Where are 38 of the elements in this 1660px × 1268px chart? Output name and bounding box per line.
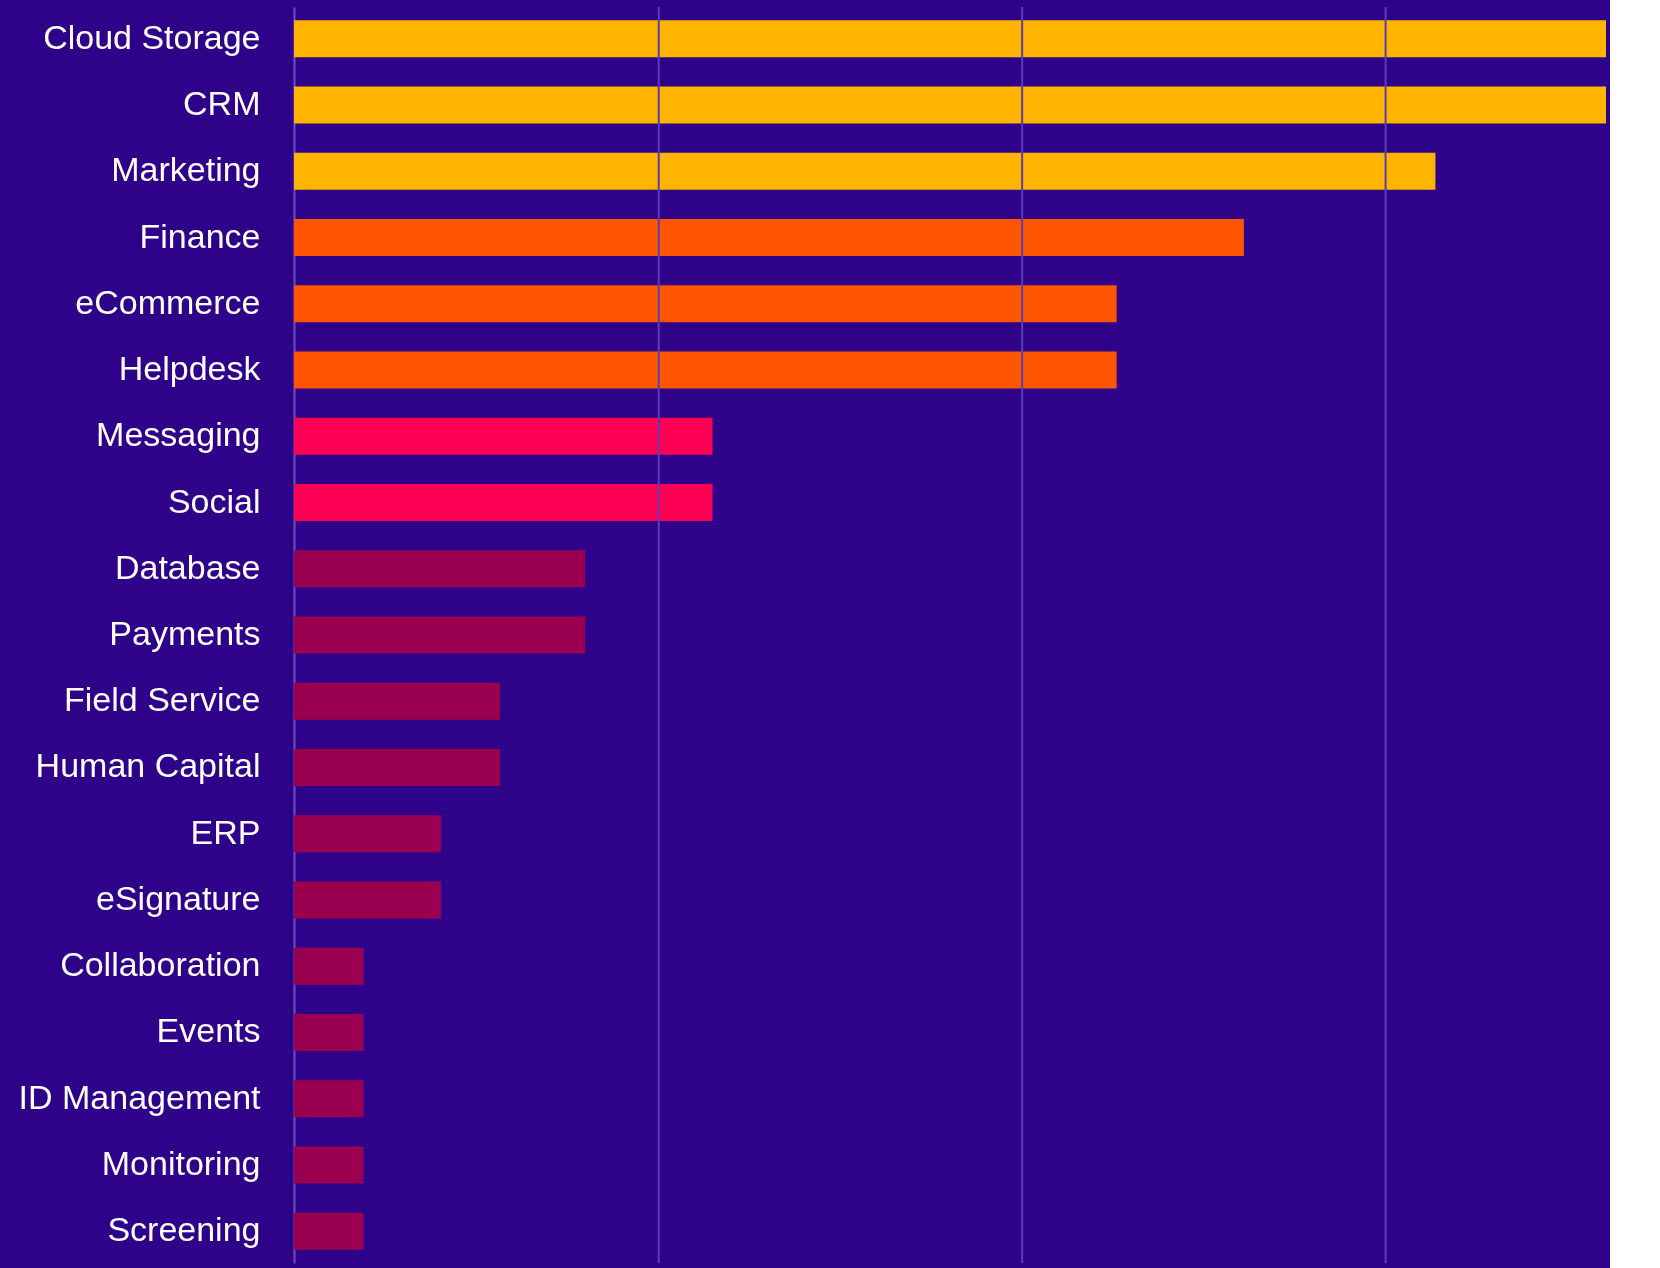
- bar: [294, 1146, 364, 1184]
- y-tick-label: eCommerce: [75, 282, 261, 321]
- bar: [294, 417, 713, 455]
- y-tick-label: Events: [156, 1011, 261, 1050]
- y-tick-label: CRM: [183, 84, 261, 123]
- bar: [294, 86, 1606, 124]
- bar: [294, 881, 441, 919]
- bar: [294, 351, 1117, 389]
- y-tick-label: ERP: [190, 812, 261, 851]
- y-tick-label: Field Service: [63, 680, 261, 719]
- bar: [294, 815, 441, 853]
- y-tick-label: Monitoring: [101, 1143, 261, 1182]
- y-tick-label: Screening: [107, 1210, 261, 1249]
- bar: [294, 285, 1117, 323]
- bar: [294, 20, 1606, 58]
- bar: [294, 1013, 364, 1052]
- y-tick-label: Helpdesk: [118, 349, 262, 388]
- bar: [294, 1212, 364, 1250]
- bar: [294, 748, 500, 787]
- y-tick-label: Finance: [139, 216, 261, 255]
- bar: [294, 947, 364, 985]
- bar: [294, 616, 586, 654]
- y-tick-label: Cloud Storage: [43, 17, 261, 56]
- bar: [294, 1080, 364, 1118]
- y-tick-label: Payments: [109, 614, 261, 652]
- y-tick-label: Database: [114, 547, 261, 586]
- bar: [294, 152, 1436, 190]
- bar: [294, 218, 1244, 257]
- y-tick-label: eSignature: [96, 878, 261, 917]
- y-tick-label: Messaging: [96, 415, 261, 454]
- y-tick-label: Marketing: [111, 150, 261, 189]
- y-tick-label: Social: [167, 481, 261, 520]
- y-tick-label: ID Management: [18, 1077, 262, 1116]
- y-tick-label: Collaboration: [60, 945, 261, 984]
- y-tick-label: Human Capital: [35, 746, 261, 785]
- bar: [294, 550, 586, 588]
- bar: [294, 483, 713, 522]
- bar: [294, 682, 500, 720]
